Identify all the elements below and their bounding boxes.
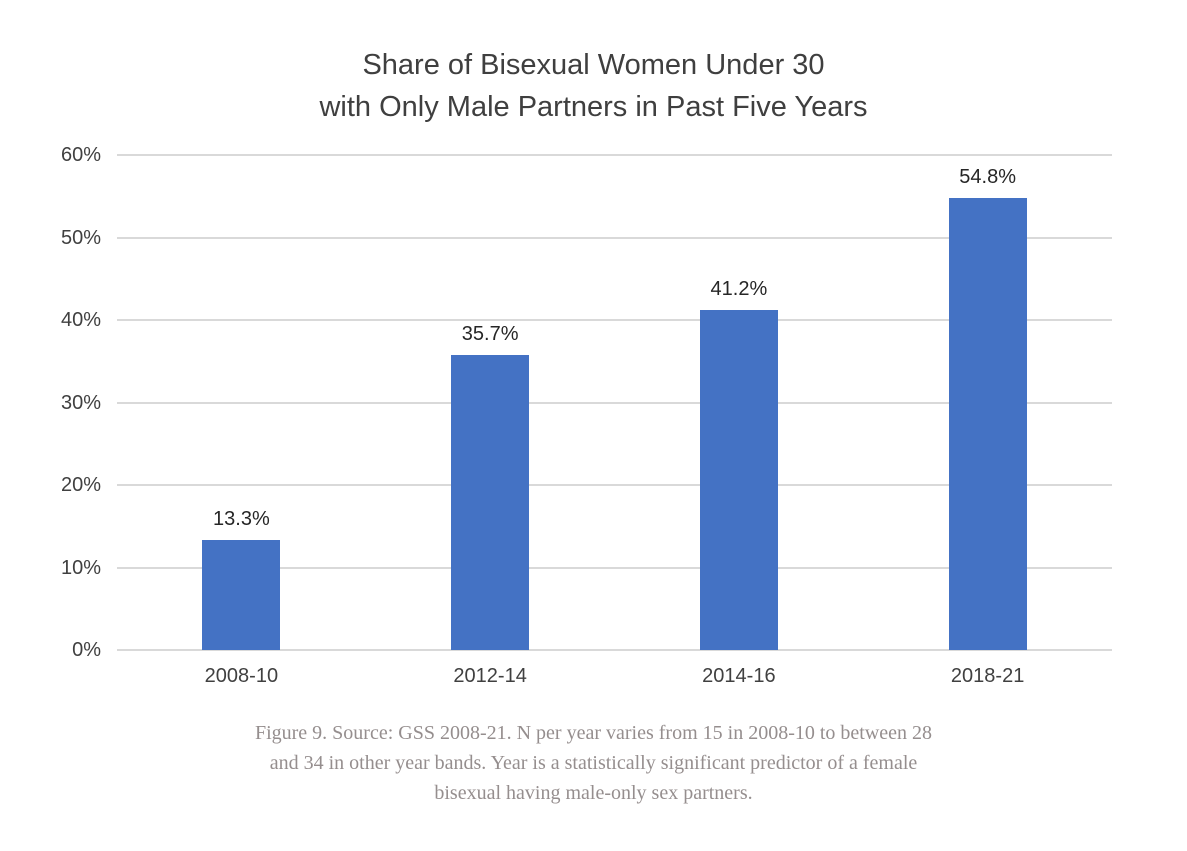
- figure-caption: Figure 9. Source: GSS 2008-21. N per yea…: [0, 718, 1187, 808]
- bar: [699, 310, 778, 650]
- gridline: [117, 401, 1112, 404]
- caption-line-2: and 34 in other year bands. Year is a st…: [269, 752, 918, 774]
- gridline: [117, 484, 1112, 486]
- gridline: [117, 236, 1112, 239]
- bar: [948, 197, 1027, 650]
- data-label: 54.8%: [959, 165, 1016, 188]
- x-axis: 2008-10 2012-14 2014-16 2018-21: [117, 663, 1112, 695]
- plot-area: 13.3% 35.7% 41.2% 54.8%: [117, 154, 1112, 651]
- y-tick-label: 10%: [60, 556, 101, 579]
- y-tick-label: 60%: [60, 144, 101, 166]
- gridline: [117, 154, 1112, 156]
- data-label: 41.2%: [710, 278, 768, 301]
- x-tick-label: 2018-21: [950, 665, 1025, 687]
- bar: [202, 540, 281, 650]
- y-axis: 0% 10% 20% 30% 40% 50% 60%: [0, 144, 101, 661]
- chart-title: Share of Bisexual Women Under 30 with On…: [0, 44, 1187, 128]
- chart-title-line-1: Share of Bisexual Women Under 30: [362, 49, 825, 81]
- x-tick-label: 2014-16: [702, 665, 776, 687]
- x-tick-label: 2008-10: [204, 665, 279, 687]
- gridline: [117, 319, 1112, 321]
- caption-line-1: Figure 9. Source: GSS 2008-21. N per yea…: [254, 722, 933, 744]
- gridline: [117, 649, 1112, 651]
- y-tick-label: 30%: [60, 391, 101, 414]
- bar: [451, 355, 530, 650]
- gridline: [117, 566, 1112, 569]
- y-tick-label: 50%: [60, 226, 101, 249]
- data-label: 35.7%: [461, 323, 519, 346]
- y-tick-label: 40%: [60, 309, 101, 331]
- x-tick-label: 2012-14: [453, 665, 527, 687]
- chart-title-line-2: with Only Male Partners in Past Five Yea…: [319, 91, 868, 123]
- y-tick-label: 20%: [60, 474, 101, 496]
- caption-line-3: bisexual having male-only sex partners.: [434, 782, 753, 804]
- y-tick-label: 0%: [72, 639, 101, 661]
- data-label: 13.3%: [213, 508, 270, 531]
